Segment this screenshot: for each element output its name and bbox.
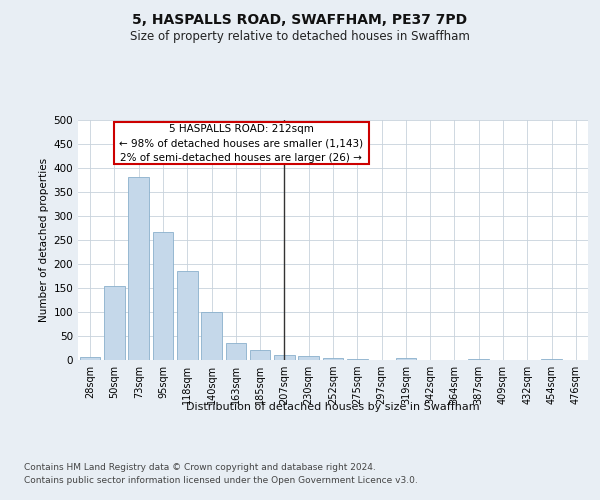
Bar (323, 358, 343, 360)
Bar (104, 286, 125, 360)
Y-axis label: Number of detached properties: Number of detached properties (39, 158, 49, 322)
Bar (395, 358, 416, 360)
Text: Size of property relative to detached houses in Swaffham: Size of property relative to detached ho… (130, 30, 470, 43)
Bar (177, 271, 197, 360)
Bar (347, 359, 368, 360)
Text: Distribution of detached houses by size in Swaffham: Distribution of detached houses by size … (186, 402, 480, 412)
Text: Contains HM Land Registry data © Crown copyright and database right 2024.: Contains HM Land Registry data © Crown c… (24, 462, 376, 471)
Bar (541, 358, 562, 360)
Bar (274, 354, 295, 360)
Text: Contains public sector information licensed under the Open Government Licence v3: Contains public sector information licen… (24, 476, 418, 485)
Bar (201, 312, 222, 360)
Bar (469, 358, 489, 360)
Bar (80, 357, 100, 360)
Bar (152, 232, 173, 360)
Bar (250, 350, 271, 360)
Bar (298, 356, 319, 360)
Text: 5, HASPALLS ROAD, SWAFFHAM, PE37 7PD: 5, HASPALLS ROAD, SWAFFHAM, PE37 7PD (133, 12, 467, 26)
Bar (226, 342, 246, 360)
Text: 5 HASPALLS ROAD: 212sqm
← 98% of detached houses are smaller (1,143)
2% of semi-: 5 HASPALLS ROAD: 212sqm ← 98% of detache… (119, 124, 363, 163)
Bar (128, 177, 149, 360)
FancyBboxPatch shape (114, 122, 369, 164)
